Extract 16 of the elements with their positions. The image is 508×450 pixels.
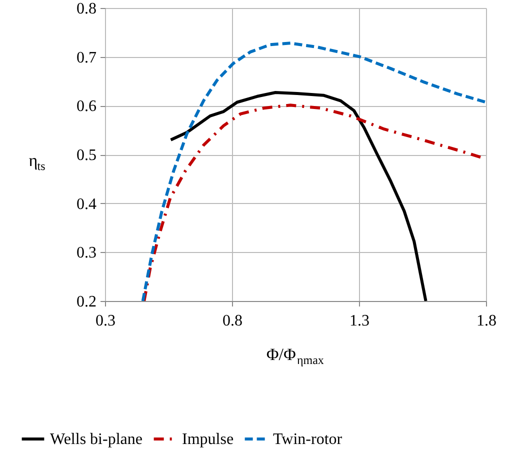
- y-tick-label: 0.6: [76, 98, 96, 116]
- y-tick-label: 0.3: [76, 244, 96, 262]
- x-tick-label: 0.3: [96, 312, 116, 330]
- y-tick-label: 0.5: [76, 147, 96, 164]
- legend-label: Wells bi-plane: [50, 431, 142, 448]
- x-tick-label: 0.8: [222, 312, 242, 330]
- line-series: [141, 42, 486, 301]
- y-tick-label: 0.2: [76, 294, 96, 310]
- line-series: [169, 90, 428, 301]
- y-tick-label: 0.8: [76, 0, 96, 18]
- y-tick-label: 0.4: [76, 196, 96, 213]
- y-tick-label: 0.7: [76, 49, 96, 66]
- x-tick-label: 1.8: [476, 312, 496, 330]
- legend-label: Twin-rotor: [273, 431, 343, 448]
- legend-label: Impulse: [182, 431, 234, 448]
- x-tick-label: 1.3: [350, 312, 370, 330]
